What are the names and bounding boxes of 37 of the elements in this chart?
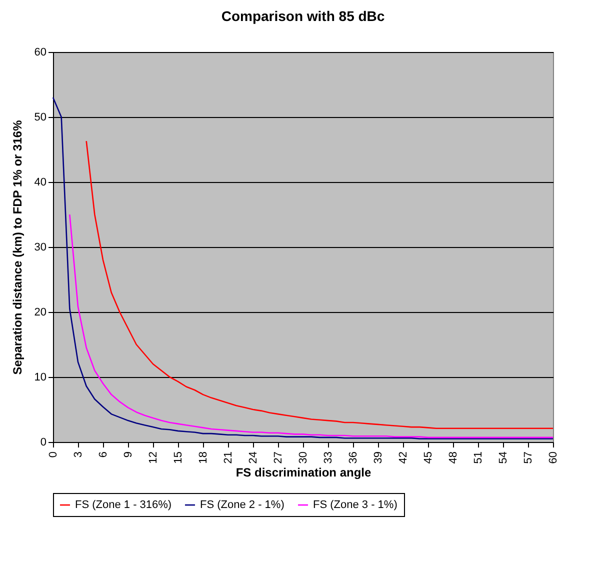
- x-tick-label: 54: [498, 452, 510, 464]
- x-tick-label: 36: [348, 452, 360, 464]
- x-axis-title: FS discrimination angle: [236, 466, 372, 480]
- x-tick-label: 57: [522, 452, 534, 464]
- x-tick-label: 21: [222, 452, 234, 464]
- x-tick-label: 60: [548, 452, 560, 464]
- y-tick-label: 20: [34, 306, 46, 318]
- line-series: [52, 96, 554, 440]
- legend-label: FS (Zone 1 - 316%): [75, 499, 172, 511]
- y-tick-label: 60: [34, 46, 46, 58]
- x-tick-label: 33: [322, 452, 334, 464]
- x-tick-label: 18: [198, 452, 210, 464]
- x-tick-label: 24: [248, 452, 260, 464]
- x-tick-label: 6: [98, 452, 110, 458]
- y-tick-label: 40: [34, 176, 46, 188]
- y-axis-title: Separation distance (km) to FDP 1% or 316%: [10, 120, 24, 375]
- x-tick-label: 0: [48, 452, 60, 458]
- x-tick-label: 12: [148, 452, 160, 464]
- line-series: [69, 214, 554, 438]
- x-tick-label: 3: [72, 452, 84, 458]
- x-tick-label: 39: [372, 452, 384, 464]
- legend-label: FS (Zone 3 - 1%): [313, 499, 398, 511]
- x-tick-label: 42: [398, 452, 410, 464]
- x-tick-label: 9: [122, 452, 134, 458]
- y-tick-label: 10: [34, 372, 46, 384]
- line-series: [86, 140, 554, 429]
- x-tick-label: 30: [298, 452, 310, 464]
- y-tick-label: 30: [34, 242, 46, 254]
- chart-title: Comparison with 85 dBc: [221, 8, 385, 24]
- y-tick-label: 50: [34, 112, 46, 124]
- x-tick-label: 15: [172, 452, 184, 464]
- y-tick-label: 0: [40, 436, 46, 448]
- x-tick-label: 51: [472, 452, 484, 464]
- x-tick-label: 27: [272, 452, 284, 464]
- x-tick-label: 48: [448, 452, 460, 464]
- x-tick-label: 45: [422, 452, 434, 464]
- legend-label: FS (Zone 2 - 1%): [200, 499, 284, 511]
